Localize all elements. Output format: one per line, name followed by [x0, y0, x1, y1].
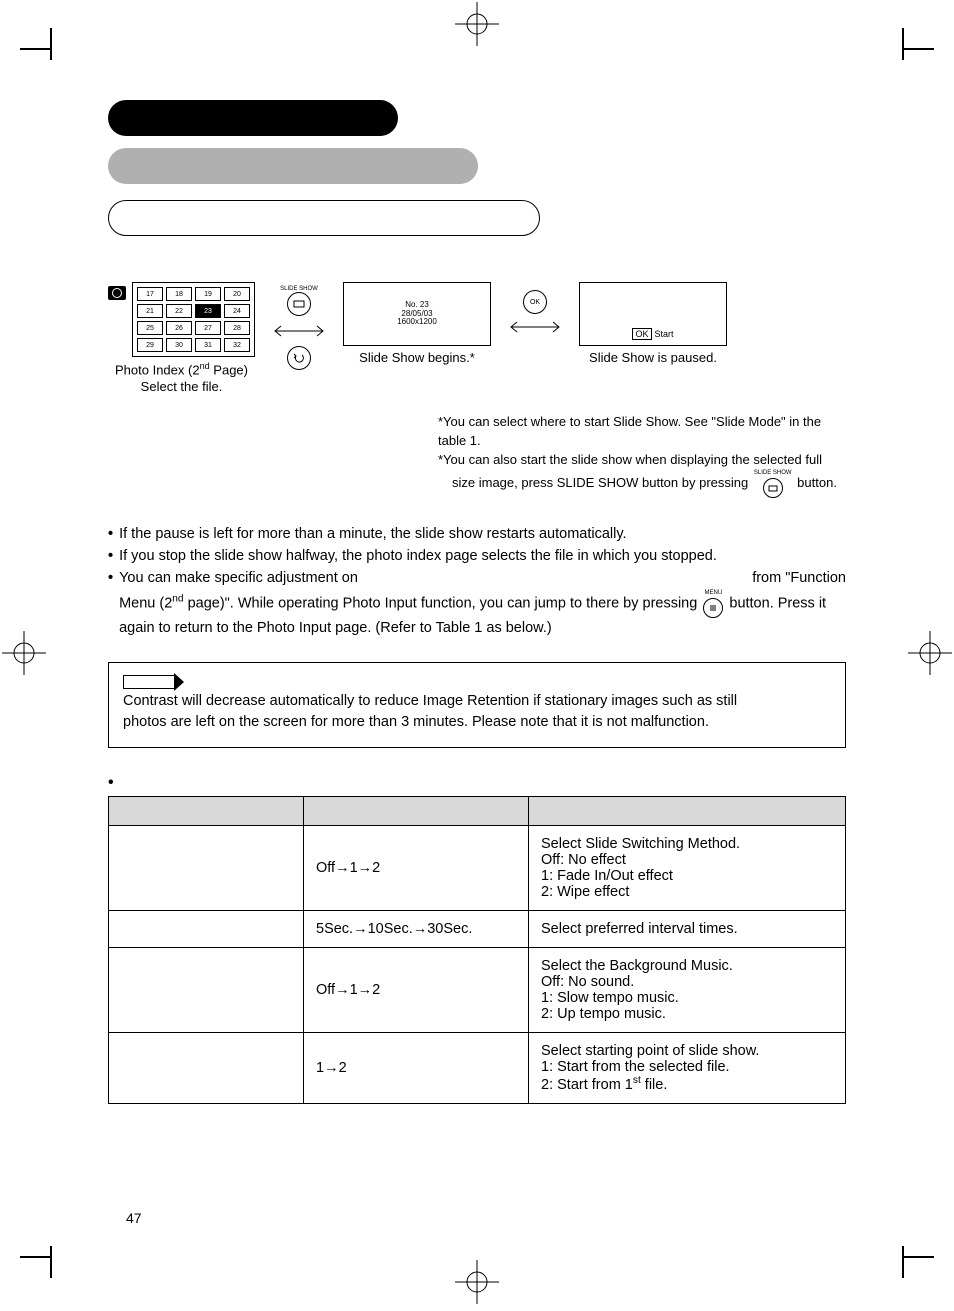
ok-box: OK: [632, 328, 651, 340]
thumbnail-cell: 24: [224, 304, 250, 318]
table-cell: 5Sec.→10Sec.→30Sec.: [304, 911, 529, 948]
bullet-text: If the pause is left for more than a min…: [119, 524, 626, 546]
pause-caption: Slide Show is paused.: [589, 350, 717, 366]
crop-mark: [902, 18, 944, 60]
table-cell: Select preferred interval times.: [529, 911, 846, 948]
table-bullet: •: [108, 774, 846, 792]
ok-button-icon: OK: [523, 290, 547, 314]
thumbnail-cell: 28: [224, 321, 250, 335]
caption-text: Page): [210, 362, 248, 377]
arrow-column-ok: OK: [505, 290, 565, 334]
flow-row: 17181920 21222324 25262728 29303132 Photo I…: [108, 282, 846, 395]
note-header: [123, 675, 831, 689]
start-label: Start: [655, 329, 674, 339]
caption-text: Photo Index (2: [115, 362, 200, 377]
registration-mark: [0, 629, 48, 677]
slide-info-line: 1600x1200: [397, 318, 437, 327]
caption-text: Select the file.: [141, 379, 223, 394]
thumbnail-cell: 17: [137, 287, 163, 301]
crop-mark: [10, 18, 52, 60]
bullet-text: Menu (2: [119, 596, 172, 612]
table-header-cell: [529, 797, 846, 826]
bidirectional-arrow-icon: [505, 320, 565, 334]
note-line: button.: [797, 475, 837, 490]
table-section: • Off→1→2Select Slide Switching Method.O…: [108, 774, 846, 1104]
table-cell: Select starting point of slide show.1: S…: [529, 1033, 846, 1104]
slide-show-screen: No. 23 28/05/03 1600x1200: [343, 282, 491, 346]
thumbnail-cell: 31: [195, 338, 221, 352]
pause-screen: OK Start: [579, 282, 727, 346]
bullet-text: button. Press it: [729, 596, 826, 612]
crop-mark: [902, 1246, 944, 1288]
note-line: size image, press SLIDE SHOW button by p…: [452, 475, 752, 490]
registration-mark: [453, 0, 501, 48]
table-cell: 1→2: [304, 1033, 529, 1104]
note-line: *You can also start the slide show when …: [438, 451, 846, 470]
table-cell: [109, 911, 304, 948]
table-cell: [109, 826, 304, 911]
ok-label: OK: [530, 299, 540, 306]
heading-pill-gray: [108, 148, 478, 184]
return-button-icon: [287, 346, 311, 370]
inline-icon-label: SLIDE SHOW: [754, 469, 792, 478]
table-cell: Off→1→2: [304, 948, 529, 1033]
photo-index-grid: 17181920 21222324 25262728 29303132: [132, 282, 255, 357]
heading-pill-black: [108, 100, 398, 136]
settings-table: Off→1→2Select Slide Switching Method.Off…: [108, 796, 846, 1104]
bullet-text: You can make specific adjustment on: [119, 568, 358, 590]
table-header-cell: [109, 797, 304, 826]
crop-mark: [10, 1246, 52, 1288]
bullet-text: from "Function: [752, 568, 846, 590]
thumbnail-cell: 20: [224, 287, 250, 301]
bullet-list: If the pause is left for more than a min…: [108, 524, 846, 640]
thumbnail-cell: 25: [137, 321, 163, 335]
thumbnail-cell: 30: [166, 338, 192, 352]
thumbnail-cell: 18: [166, 287, 192, 301]
table-cell: Select the Background Music.Off: No soun…: [529, 948, 846, 1033]
note-line: *You can select where to start Slide Sho…: [438, 413, 846, 451]
thumbnail-cell: 21: [137, 304, 163, 318]
thumbnail-cell: 32: [224, 338, 250, 352]
table-cell: [109, 948, 304, 1033]
bullet-sup: nd: [172, 594, 183, 605]
page: 17181920 21222324 25262728 29303132 Photo I…: [0, 0, 954, 1306]
caption-sup: nd: [200, 361, 210, 371]
registration-mark: [453, 1258, 501, 1306]
table-cell: Off→1→2: [304, 826, 529, 911]
slide-show-button-icon: [287, 292, 311, 316]
camera-icon: [108, 286, 126, 300]
content-area: 17181920 21222324 25262728 29303132 Photo I…: [108, 100, 846, 1226]
table-header-cell: [304, 797, 529, 826]
menu-inline-icon: MENU: [703, 589, 723, 618]
note-line: photos are left on the screen for more t…: [123, 712, 831, 733]
thumbnail-cell: 23: [195, 304, 221, 318]
thumbnail-cell: 26: [166, 321, 192, 335]
page-number: 47: [126, 1210, 142, 1226]
asterisk-notes: *You can select where to start Slide Sho…: [438, 413, 846, 498]
photo-index-caption: Photo Index (2nd Page) Select the file.: [115, 361, 248, 395]
note-line: Contrast will decrease automatically to …: [123, 691, 831, 712]
note-box: Contrast will decrease automatically to …: [108, 662, 846, 748]
slide-show-inline-icon: SLIDE SHOW: [754, 469, 792, 498]
thumbnail-cell: 27: [195, 321, 221, 335]
inline-icon-label: MENU: [705, 589, 723, 598]
thumbnail-cell: 22: [166, 304, 192, 318]
bullet-text: page)". While operating Photo Input func…: [184, 596, 702, 612]
bullet-text: If you stop the slide show halfway, the …: [119, 546, 717, 568]
thumbnail-cell: 29: [137, 338, 163, 352]
heading-pill-outline: [108, 200, 540, 236]
thumbnail-cell: 19: [195, 287, 221, 301]
bidirectional-arrow-icon: [269, 324, 329, 338]
table-cell: Select Slide Switching Method.Off: No ef…: [529, 826, 846, 911]
note-arrow-icon: [123, 675, 174, 689]
table-cell: [109, 1033, 304, 1104]
slide-show-caption: Slide Show begins.*: [359, 350, 475, 366]
registration-mark: [906, 629, 954, 677]
arrow-column: SLIDE SHOW: [269, 286, 329, 370]
bullet-text: again to return to the Photo Input page.…: [119, 618, 846, 640]
